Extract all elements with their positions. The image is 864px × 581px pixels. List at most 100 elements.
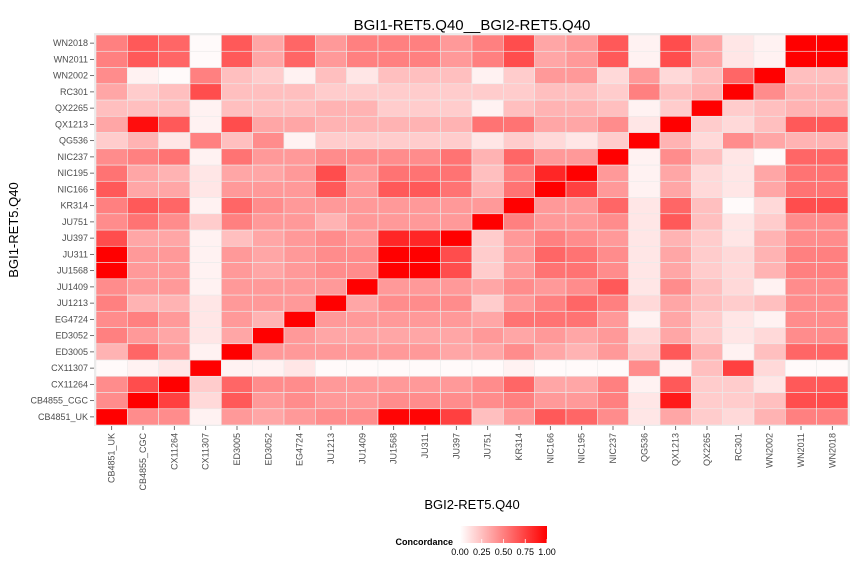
heatmap-cell bbox=[377, 229, 410, 247]
heatmap-cell bbox=[471, 34, 504, 52]
chart-title: BGI1-RET5.Q40__BGI2-RET5.Q40 bbox=[354, 17, 591, 34]
x-tick-label: ED3005 bbox=[232, 433, 242, 466]
heatmap-cell bbox=[283, 197, 316, 215]
heatmap-cell bbox=[440, 148, 473, 166]
heatmap-cell bbox=[816, 132, 849, 150]
heatmap-cell bbox=[785, 343, 817, 361]
heatmap-cell bbox=[283, 213, 316, 231]
heatmap-cell bbox=[252, 197, 285, 215]
heatmap-cell bbox=[346, 310, 379, 328]
heatmap-cell bbox=[252, 408, 285, 426]
heatmap-cell bbox=[346, 327, 379, 345]
heatmap-cell bbox=[722, 99, 755, 117]
heatmap-cell bbox=[722, 164, 755, 182]
heatmap-cell bbox=[346, 67, 379, 85]
heatmap-cell bbox=[189, 310, 222, 328]
heatmap-cell bbox=[409, 213, 441, 231]
heatmap-cell bbox=[409, 164, 441, 182]
x-tick-label: NIC195 bbox=[577, 433, 587, 464]
heatmap-cell bbox=[565, 375, 598, 393]
heatmap-cell bbox=[377, 132, 410, 150]
heatmap-cell bbox=[471, 375, 504, 393]
heatmap-cell bbox=[189, 180, 222, 198]
heatmap-cell bbox=[221, 343, 253, 361]
heatmap-cell bbox=[95, 375, 128, 393]
heatmap-cell bbox=[722, 34, 755, 52]
heatmap-cell bbox=[503, 83, 535, 101]
heatmap-cell bbox=[440, 310, 473, 328]
heatmap-cell bbox=[315, 197, 347, 215]
heatmap-cell bbox=[753, 99, 786, 117]
heatmap-cell bbox=[252, 34, 285, 52]
heatmap-cell bbox=[628, 180, 661, 198]
heatmap-cell bbox=[409, 67, 441, 85]
heatmap-cell bbox=[753, 197, 786, 215]
heatmap-cell bbox=[597, 83, 629, 101]
heatmap-cell bbox=[346, 164, 379, 182]
heatmap-cell bbox=[534, 375, 567, 393]
x-tick-label: JU1568 bbox=[389, 433, 399, 464]
heatmap-cell bbox=[565, 343, 598, 361]
x-tick-label: WN2011 bbox=[796, 433, 806, 467]
heatmap-cell bbox=[597, 148, 629, 166]
heatmap-cell bbox=[565, 132, 598, 150]
heatmap-cell bbox=[565, 245, 598, 263]
heatmap-cell bbox=[659, 375, 692, 393]
heatmap-cell bbox=[534, 115, 567, 133]
heatmap-cell bbox=[189, 343, 222, 361]
heatmap-cell bbox=[597, 50, 629, 68]
heatmap-cell bbox=[785, 213, 817, 231]
heatmap-cell bbox=[127, 132, 159, 150]
heatmap-cell bbox=[753, 34, 786, 52]
heatmap-cell bbox=[252, 180, 285, 198]
heatmap-cell bbox=[127, 34, 159, 52]
heatmap-cell bbox=[597, 164, 629, 182]
heatmap-cell bbox=[283, 245, 316, 263]
heatmap-cell bbox=[785, 262, 817, 280]
heatmap-cell bbox=[95, 310, 128, 328]
heatmap-cell bbox=[659, 343, 692, 361]
x-tick-label: QG536 bbox=[639, 433, 649, 462]
heatmap-cell bbox=[409, 197, 441, 215]
heatmap-cell bbox=[346, 278, 379, 296]
heatmap-cell bbox=[127, 50, 159, 68]
x-tick-label: NIC166 bbox=[545, 433, 555, 464]
heatmap-cell bbox=[628, 294, 661, 312]
heatmap-cell bbox=[377, 375, 410, 393]
heatmap-cell bbox=[315, 132, 347, 150]
heatmap-cell bbox=[409, 375, 441, 393]
heatmap-cell bbox=[753, 148, 786, 166]
heatmap-cell bbox=[377, 327, 410, 345]
y-tick-label: JU311 bbox=[63, 249, 88, 259]
heatmap-cell bbox=[252, 148, 285, 166]
heatmap-cell bbox=[534, 67, 567, 85]
heatmap-cell bbox=[722, 197, 755, 215]
heatmap-cell bbox=[377, 164, 410, 182]
heatmap-cell bbox=[816, 294, 849, 312]
heatmap-cell bbox=[659, 180, 692, 198]
heatmap-cell bbox=[158, 392, 191, 410]
heatmap-cell bbox=[534, 83, 567, 101]
heatmap-cell bbox=[221, 294, 253, 312]
heatmap-cell bbox=[252, 310, 285, 328]
heatmap-cell bbox=[785, 408, 817, 426]
heatmap-cell bbox=[158, 310, 191, 328]
heatmap-cell bbox=[189, 278, 222, 296]
heatmap-cell bbox=[127, 229, 159, 247]
heatmap-cell bbox=[127, 278, 159, 296]
heatmap-cell bbox=[597, 67, 629, 85]
heatmap-cell bbox=[95, 34, 128, 52]
heatmap-cell bbox=[628, 343, 661, 361]
heatmap-cell bbox=[565, 197, 598, 215]
heatmap-cell bbox=[565, 83, 598, 101]
heatmap-cell bbox=[565, 50, 598, 68]
heatmap-cell bbox=[628, 229, 661, 247]
heatmap-cell bbox=[158, 83, 191, 101]
heatmap-cell bbox=[221, 310, 253, 328]
heatmap-cell bbox=[753, 50, 786, 68]
heatmap-cell bbox=[816, 50, 849, 68]
x-tick-label: CX11264 bbox=[169, 433, 179, 470]
heatmap-cell bbox=[127, 213, 159, 231]
heatmap-cell bbox=[534, 50, 567, 68]
y-tick-label: JU1213 bbox=[57, 298, 88, 308]
